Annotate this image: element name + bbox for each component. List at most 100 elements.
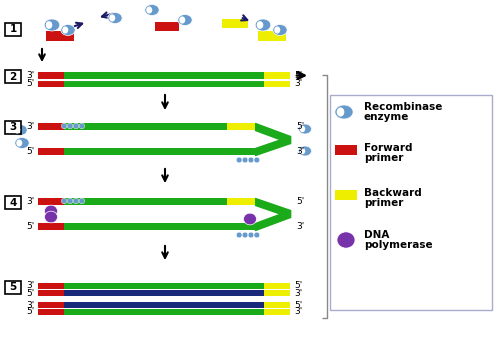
Circle shape (79, 123, 84, 129)
Text: 5': 5' (26, 307, 34, 317)
Text: 5': 5' (26, 147, 34, 156)
Ellipse shape (335, 105, 353, 119)
Text: DNA: DNA (364, 230, 390, 240)
Ellipse shape (178, 14, 192, 25)
Bar (38, 123, 64, 130)
Text: 5': 5' (294, 300, 302, 310)
Text: enzyme: enzyme (364, 112, 410, 122)
Ellipse shape (336, 107, 344, 116)
Circle shape (242, 157, 248, 163)
Bar (64, 80, 264, 87)
Bar (64, 223, 255, 230)
Circle shape (254, 157, 260, 163)
Bar (38, 80, 64, 87)
Ellipse shape (298, 146, 312, 156)
FancyBboxPatch shape (5, 121, 21, 134)
Text: polymerase: polymerase (364, 240, 432, 250)
Circle shape (248, 232, 254, 238)
Bar (264, 309, 290, 315)
Bar (335, 145, 357, 155)
Bar (38, 290, 64, 296)
Circle shape (62, 123, 67, 129)
Text: 4: 4 (10, 197, 16, 208)
Ellipse shape (62, 26, 68, 34)
Ellipse shape (44, 205, 58, 217)
Ellipse shape (255, 19, 271, 31)
Ellipse shape (273, 24, 287, 36)
Text: 5': 5' (294, 71, 302, 80)
Bar (64, 309, 264, 315)
Text: 3': 3' (26, 197, 34, 206)
Bar (38, 223, 64, 230)
Circle shape (254, 232, 260, 238)
Ellipse shape (15, 138, 29, 149)
Circle shape (73, 123, 78, 129)
Circle shape (68, 123, 73, 129)
Bar (64, 198, 255, 205)
Text: 5: 5 (10, 282, 16, 293)
Text: 3': 3' (26, 122, 34, 131)
Bar (38, 309, 64, 315)
Ellipse shape (146, 6, 152, 13)
Circle shape (62, 198, 67, 204)
Text: 5': 5' (296, 197, 304, 206)
Bar (64, 290, 264, 296)
Ellipse shape (145, 5, 159, 16)
Text: 3': 3' (296, 147, 304, 156)
Ellipse shape (256, 21, 264, 29)
Text: 3': 3' (294, 288, 302, 298)
Ellipse shape (274, 26, 280, 34)
Circle shape (236, 157, 242, 163)
Bar (222, 19, 248, 28)
Bar (264, 80, 290, 87)
Text: 3: 3 (10, 122, 16, 132)
Bar (38, 148, 64, 155)
Ellipse shape (13, 125, 27, 136)
Text: 3': 3' (294, 79, 302, 88)
Bar (38, 283, 64, 289)
Bar (335, 190, 357, 200)
Text: 3': 3' (26, 300, 34, 310)
Ellipse shape (44, 19, 60, 31)
Text: 3': 3' (296, 222, 304, 231)
FancyBboxPatch shape (5, 196, 21, 209)
Circle shape (73, 198, 78, 204)
Text: 5': 5' (26, 288, 34, 298)
Ellipse shape (14, 126, 20, 133)
Text: Backward: Backward (364, 188, 422, 198)
Bar (38, 72, 64, 79)
FancyBboxPatch shape (5, 70, 21, 83)
Ellipse shape (46, 21, 52, 29)
Text: 3': 3' (26, 281, 34, 291)
Text: 5': 5' (26, 79, 34, 88)
FancyBboxPatch shape (330, 95, 492, 310)
Text: 5': 5' (296, 122, 304, 131)
Text: 3': 3' (294, 307, 302, 317)
Text: Recombinase: Recombinase (364, 102, 442, 112)
Text: primer: primer (364, 198, 404, 208)
Bar (64, 148, 255, 155)
FancyBboxPatch shape (5, 281, 21, 294)
Bar (64, 302, 264, 308)
Ellipse shape (244, 213, 256, 225)
Bar (258, 31, 286, 41)
Ellipse shape (298, 124, 312, 134)
Circle shape (242, 232, 248, 238)
Circle shape (248, 157, 254, 163)
Ellipse shape (108, 12, 122, 24)
Text: primer: primer (364, 153, 404, 163)
Ellipse shape (300, 148, 305, 154)
Bar (264, 283, 290, 289)
Ellipse shape (61, 24, 75, 36)
Text: 3': 3' (26, 71, 34, 80)
Ellipse shape (16, 139, 22, 146)
Ellipse shape (179, 17, 186, 24)
Text: 1: 1 (10, 24, 16, 35)
Bar (38, 302, 64, 308)
Bar (38, 198, 64, 205)
Ellipse shape (300, 126, 305, 132)
Circle shape (236, 232, 242, 238)
Text: 5': 5' (26, 222, 34, 231)
Text: 2: 2 (10, 72, 16, 82)
Ellipse shape (44, 211, 58, 223)
